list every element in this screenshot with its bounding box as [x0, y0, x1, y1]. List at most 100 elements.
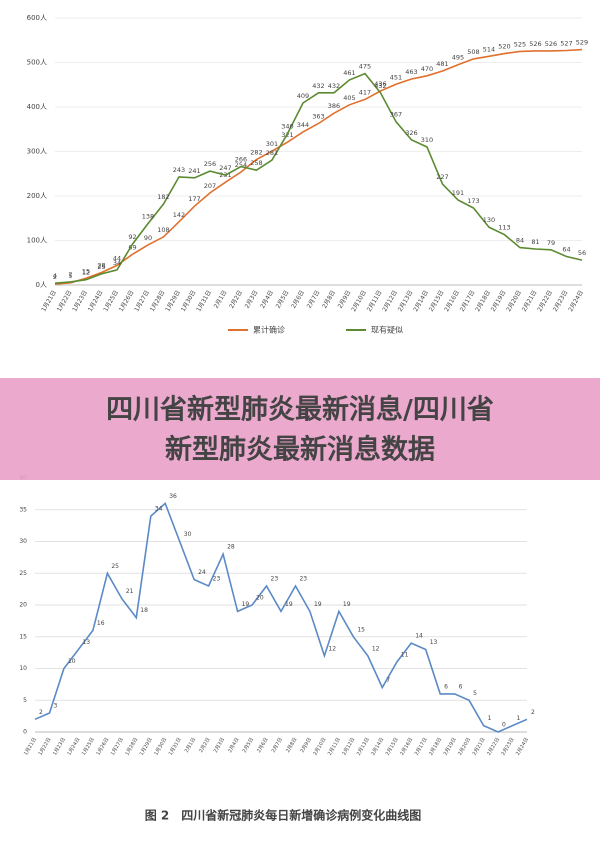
data-label: 25: [97, 263, 105, 271]
data-label: 451: [390, 73, 402, 81]
data-label: 527: [560, 39, 572, 47]
data-label: 495: [452, 54, 464, 62]
data-label: 5: [473, 690, 477, 697]
data-label: 13: [82, 639, 90, 646]
data-label: 15: [357, 626, 365, 633]
data-label: 18: [140, 607, 148, 614]
data-label: 514: [483, 45, 495, 53]
data-label: 30: [184, 531, 192, 538]
data-label: 310: [421, 136, 433, 144]
data-label: 24: [198, 569, 206, 576]
y-tick-label: 600人: [27, 14, 47, 22]
data-label: 177: [188, 195, 200, 203]
data-label: 281: [266, 149, 278, 157]
data-label: 475: [359, 63, 371, 71]
data-label: 529: [576, 39, 588, 47]
data-label: 0: [502, 722, 506, 729]
data-label: 12: [372, 645, 380, 652]
data-label: 432: [374, 82, 386, 90]
data-label: 301: [266, 140, 278, 148]
data-label: 508: [467, 48, 479, 56]
chart-title: 图 2 四川省新冠肺炎每日新增确诊病例变化曲线图: [145, 808, 422, 823]
data-label: 142: [173, 211, 185, 219]
data-label: 2: [39, 709, 43, 716]
data-label: 247: [219, 164, 231, 172]
data-label: 64: [562, 246, 570, 254]
data-label: 1: [517, 715, 521, 722]
data-label: 28: [227, 544, 235, 551]
legend-label: 累计确诊: [253, 325, 285, 335]
data-label: 34: [113, 259, 121, 267]
legend-label: 现有疑似: [371, 325, 403, 335]
data-label: 34: [155, 506, 163, 513]
data-label: 108: [157, 226, 169, 234]
data-label: 19: [314, 601, 322, 608]
data-label: 6: [459, 683, 463, 690]
data-label: 525: [514, 40, 526, 48]
data-label: 11: [401, 652, 409, 659]
data-label: 256: [204, 160, 216, 168]
data-label: 282: [250, 149, 262, 157]
data-label: 405: [343, 94, 355, 102]
data-label: 227: [436, 173, 448, 181]
data-label: 461: [343, 69, 355, 77]
data-label: 326: [405, 129, 417, 137]
data-label: 173: [467, 197, 479, 205]
data-label: 436: [374, 80, 386, 88]
data-label: 182: [157, 193, 169, 201]
banner: [0, 378, 600, 480]
data-label: 432: [328, 82, 340, 90]
data-label: 417: [359, 88, 371, 96]
data-label: 243: [173, 166, 185, 174]
data-label: 4: [53, 272, 57, 280]
data-label: 470: [421, 65, 433, 73]
data-label: 191: [452, 189, 464, 197]
data-label: 92: [128, 233, 136, 241]
series-line: [54, 48, 583, 285]
data-label: 363: [312, 112, 324, 120]
data-label: 367: [390, 111, 402, 119]
data-label: 7: [386, 677, 390, 684]
data-label: 44: [113, 254, 121, 262]
data-label: 14: [415, 633, 423, 640]
data-label: 21: [126, 588, 134, 595]
y-tick-label: 0: [23, 729, 27, 736]
data-label: 23: [271, 575, 279, 582]
data-label: 19: [242, 601, 250, 608]
data-label: 56: [578, 249, 586, 257]
y-tick-label: 5: [23, 697, 27, 704]
data-label: 81: [531, 238, 539, 246]
y-tick-label: 500人: [27, 59, 47, 67]
data-label: 432: [312, 82, 324, 90]
data-label: 241: [188, 167, 200, 175]
data-label: 19: [343, 601, 351, 608]
y-tick-label: 15: [19, 633, 27, 640]
data-label: 3: [53, 702, 57, 709]
data-label: 6: [444, 683, 448, 690]
data-label: 90: [144, 234, 152, 242]
data-label: 20: [256, 595, 264, 602]
y-tick-label: 30: [19, 538, 27, 545]
series-line: [34, 502, 528, 733]
data-label: 1: [488, 715, 492, 722]
data-label: 344: [297, 121, 309, 129]
data-label: 254: [235, 161, 247, 169]
y-tick-label: 0人: [36, 281, 47, 289]
data-label: 13: [430, 639, 438, 646]
y-tick-label: 400人: [27, 103, 47, 111]
data-label: 7: [68, 271, 72, 279]
data-label: 409: [297, 92, 309, 100]
y-tick-label: 100人: [27, 237, 47, 245]
banner-title: 新型肺炎最新消息数据: [165, 434, 435, 466]
data-label: 2: [53, 273, 57, 281]
data-label: 2: [531, 709, 535, 716]
data-label: 520: [498, 43, 510, 51]
data-label: 138: [142, 213, 154, 221]
data-label: 207: [204, 182, 216, 190]
data-label: 130: [483, 216, 495, 224]
data-label: 15: [82, 267, 90, 275]
y-tick-label: 10: [19, 665, 27, 672]
data-label: 28: [97, 262, 105, 270]
data-label: 340: [281, 123, 293, 131]
